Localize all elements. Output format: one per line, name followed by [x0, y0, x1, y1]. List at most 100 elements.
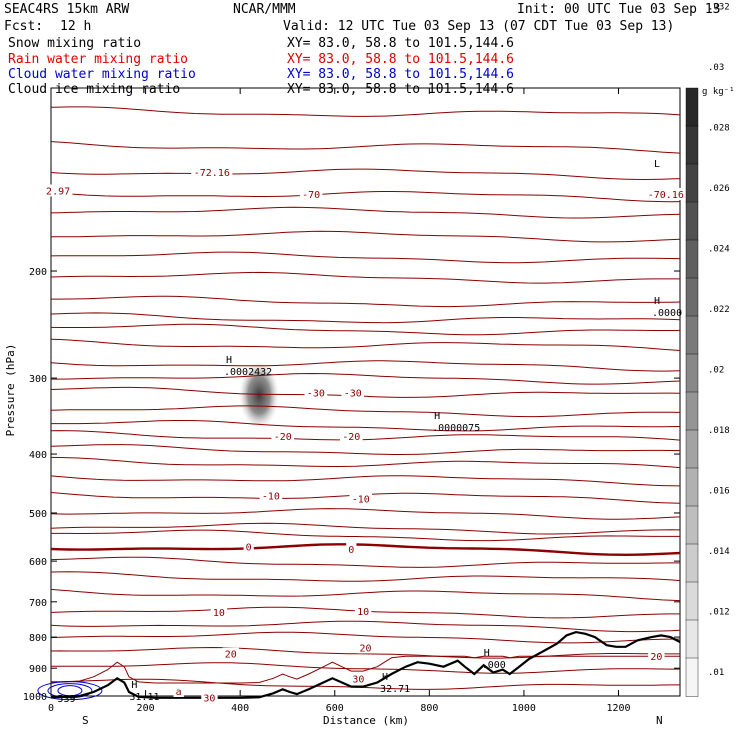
contour-label: -10 [352, 494, 370, 505]
y-tick-label: 1000 [23, 692, 47, 703]
colorbar-tick-label: .018 [708, 426, 730, 436]
isotherm-intermediate [50, 405, 681, 418]
isotherm-intermediate [50, 251, 681, 264]
isotherm-minus-20 [50, 430, 681, 441]
isotherm-intermediate [50, 141, 681, 154]
contour-label: -72.16 [194, 168, 230, 179]
colorbar-swatch [685, 277, 699, 317]
isotherm-intermediate [51, 372, 681, 385]
temperature-contours [50, 106, 681, 690]
isotherm-20 [50, 646, 680, 659]
colorbar: .01 .012 .014 .016 .018 .02 .022 .024 .026 .028 .0… [685, 3, 730, 697]
valid-time: Valid: 12 UTC Tue 03 Sep 13 (07 CDT Tue … [283, 19, 674, 34]
contour-label-bg [350, 672, 367, 685]
colorbar-swatch [685, 543, 699, 583]
y-tick-label: 300 [29, 374, 47, 385]
colorbar-swatch [685, 125, 699, 165]
field-label-rain: Rain water mixing ratio [8, 52, 188, 67]
init-time: Init: 00 UTC Tue 03 Sep 13 [517, 2, 721, 17]
contour-label: 2.97 [46, 187, 70, 198]
contour-label-bg [210, 605, 228, 618]
y-tick-label: 500 [29, 509, 47, 520]
org-label: NCAR/MMM [233, 2, 296, 17]
contour-label: -70.16 [648, 190, 684, 201]
field-label-cloud-water: Cloud water mixing ratio [8, 67, 196, 82]
contour-label: -30 [307, 388, 325, 399]
x-tick-label: 200 [137, 703, 155, 714]
x-tick-label: 0 [48, 703, 54, 714]
colorbar-swatch [685, 201, 699, 241]
contour-label: -30 [344, 388, 362, 399]
model-title: SEAC4RS 15km ARW [4, 2, 129, 17]
contour-label-bg [354, 605, 372, 618]
isotherm-intermediate [50, 631, 681, 644]
high-low-symbol: L [654, 159, 660, 170]
field-xy-snow: XY= 83.0, 58.8 to 101.5,144.6 [287, 36, 514, 51]
contour-label: a [176, 687, 182, 698]
colorbar-tick-label: .01 [708, 668, 724, 678]
cloud-water-contour [47, 683, 93, 699]
isotherm-minus-70 [50, 191, 681, 203]
high-low-symbol: H [434, 411, 440, 422]
contour-label-bg [259, 489, 283, 502]
contour-label: 30 [352, 675, 364, 686]
contour-label-bg [191, 166, 233, 179]
isotherm-intermediate [50, 475, 681, 487]
field-xy-cloud-ice: XY= 83.0, 58.8 to 101.5,144.6 [287, 82, 514, 97]
colorbar-swatch [685, 467, 699, 507]
contour-label-bg [222, 647, 239, 660]
isotherm-intermediate [50, 168, 681, 181]
field-label-snow: Snow mixing ratio [8, 36, 141, 51]
contour-label-bg [43, 184, 73, 197]
isotherm-0 [50, 543, 681, 557]
y-axis-label: Pressure (hPa) [4, 344, 17, 437]
high-low-value: .0000 [652, 308, 682, 319]
colorbar-tick-label: .024 [708, 245, 730, 255]
header: SEAC4RS 15km ARW NCAR/MMM Init: 00 UTC T… [4, 2, 721, 97]
high-low-symbol: H [226, 355, 232, 366]
isotherm-intermediate [50, 571, 681, 582]
contour-label-bg [243, 540, 254, 553]
contour-label: -70 [302, 190, 320, 201]
contour-label-bg [173, 685, 184, 698]
y-tick-label: 600 [29, 557, 47, 568]
isotherm-minus-30 [50, 386, 681, 398]
x-end-label-south: S [82, 714, 89, 727]
isotherm-intermediate [50, 444, 681, 455]
contour-label: 0 [246, 543, 252, 554]
contour-label: -10 [262, 492, 280, 503]
colorbar-swatch [685, 391, 699, 431]
forecast-label: Fcst: [4, 19, 43, 34]
field-label-cloud-ice: Cloud ice mixing ratio [8, 82, 180, 97]
isotherm-intermediate [50, 338, 681, 351]
isotherm-minus-50 [50, 271, 680, 284]
colorbar-swatch [685, 429, 699, 469]
colorbar-swatch [685, 239, 699, 279]
contour-label-bg [201, 691, 218, 704]
colorbar-swatch [685, 353, 699, 393]
forecast-hour: 12 h [60, 19, 91, 34]
x-end-label-north: N [656, 714, 663, 727]
colorbar-swatch [685, 657, 699, 697]
field-xy-cloud-water: XY= 83.0, 58.8 to 101.5,144.6 [287, 67, 514, 82]
x-axis-label: Distance (km) [323, 714, 409, 727]
colorbar-tick-label: .014 [708, 547, 730, 557]
y-tick-label: 800 [29, 633, 47, 644]
colorbar-tick-label: .026 [708, 184, 730, 194]
snow-max-shading [239, 361, 280, 430]
snow-shading-layer [239, 361, 280, 430]
contour-label-bg [340, 430, 363, 443]
contour-label-bg [271, 430, 295, 443]
contour-label: 20 [225, 650, 237, 661]
colorbar-tick-label: .03 [708, 63, 724, 73]
terrain-line [50, 630, 681, 699]
y-tick-label: 200 [29, 267, 47, 278]
contour-label-bg [346, 542, 357, 555]
colorbar-swatch [685, 315, 699, 355]
isotherm-near-surface [50, 655, 680, 684]
contour-label: 10 [357, 607, 369, 618]
isotherm-minus-60 [51, 230, 681, 243]
high-low-symbol: H [484, 648, 490, 659]
